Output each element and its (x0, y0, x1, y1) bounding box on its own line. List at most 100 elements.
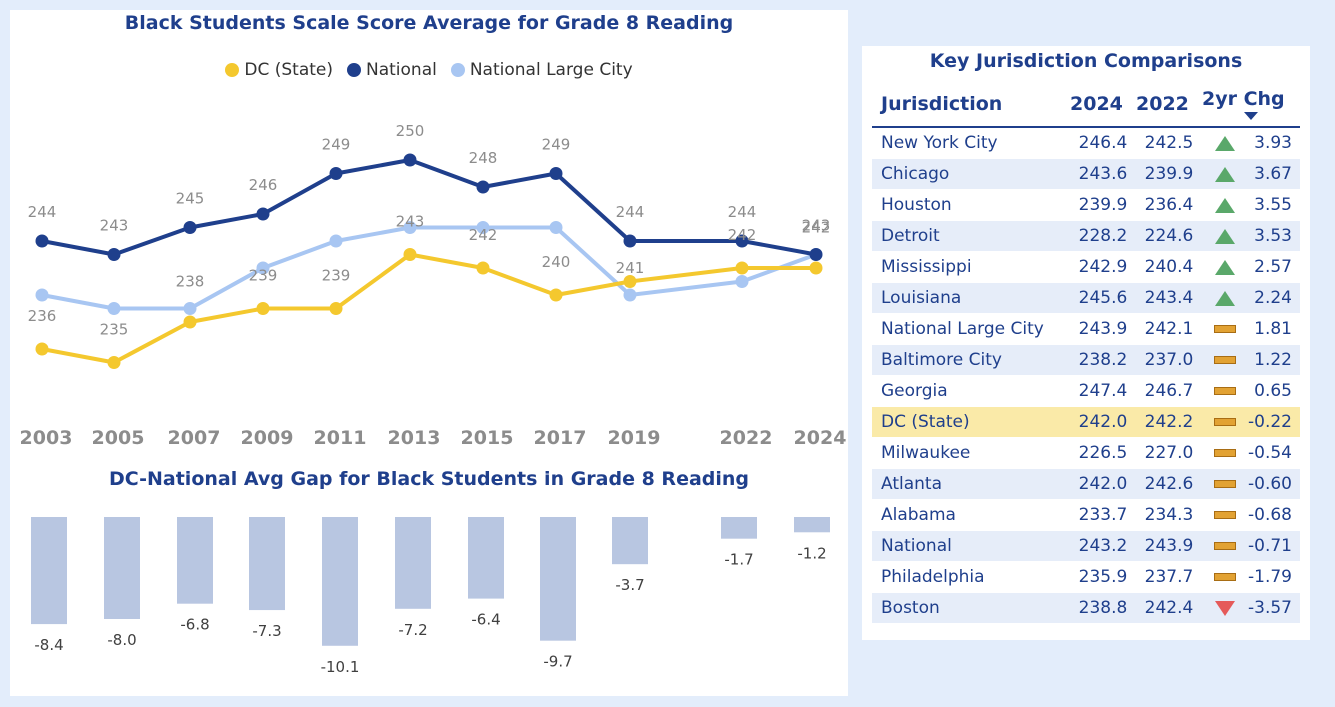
data-label-dc: 242 (728, 226, 757, 244)
table-row[interactable]: Detroit 228.2 224.6 3.53 (872, 220, 1300, 252)
data-label-national: 250 (396, 122, 425, 140)
cell-2024: 243.2 (1070, 530, 1136, 562)
cell-2024: 226.5 (1070, 437, 1136, 469)
table-row[interactable]: New York City 246.4 242.5 3.93 (872, 127, 1300, 159)
data-point-large-city (256, 261, 270, 275)
x-tick-label: 2009 (241, 427, 294, 449)
header-2yr-chg-label: 2yr Chg (1202, 88, 1285, 110)
data-label-national: 244 (728, 203, 757, 221)
table-row[interactable]: Milwaukee 226.5 227.0 -0.54 (872, 437, 1300, 469)
data-label-dc: 240 (542, 253, 571, 271)
trend-up-icon (1215, 197, 1235, 213)
table-row[interactable]: Houston 239.9 236.4 3.55 (872, 189, 1300, 221)
legend-label-large-city: National Large City (469, 60, 633, 80)
data-label-large-city: 238 (176, 273, 205, 291)
data-label-dc: 236 (28, 307, 57, 325)
data-label-large-city: 242 (802, 219, 831, 237)
trend-flat-icon (1214, 418, 1236, 426)
cell-2yr-chg-value: -0.68 (1248, 505, 1292, 525)
cell-jurisdiction: DC (State) (872, 406, 1070, 438)
data-point-national (549, 167, 563, 180)
cell-2024: 238.2 (1070, 344, 1136, 376)
gap-bar (395, 517, 431, 609)
gap-bar (104, 517, 140, 619)
data-point-national (256, 207, 270, 221)
cell-2yr-chg-value: -0.71 (1248, 536, 1292, 556)
cell-2yr-chg: -0.68 (1202, 499, 1300, 531)
cell-2024: 243.9 (1070, 313, 1136, 345)
gap-bar (322, 517, 358, 646)
gap-bar (249, 517, 285, 611)
cell-2022: 236.4 (1136, 189, 1202, 221)
cell-2yr-chg-value: 3.53 (1254, 226, 1292, 246)
table-row[interactable]: Boston 238.8 242.4 -3.57 (872, 592, 1300, 624)
cell-2yr-chg: 3.53 (1202, 220, 1300, 252)
data-point-national (623, 234, 637, 248)
gap-value-label: -3.7 (615, 576, 644, 594)
data-label-dc: 242 (469, 226, 498, 244)
table-row[interactable]: National Large City 243.9 242.1 1.81 (872, 313, 1300, 345)
gap-chart-title: DC-National Avg Gap for Black Students i… (108, 468, 750, 490)
table-row[interactable]: National 243.2 243.9 -0.71 (872, 530, 1300, 562)
cell-2yr-chg-value: -0.54 (1248, 443, 1292, 463)
data-label-dc: 239 (249, 267, 278, 285)
cell-2yr-chg-value: -0.22 (1248, 412, 1292, 432)
data-point-large-city (183, 302, 197, 315)
table-body: New York City 246.4 242.5 3.93 Chicago 243.6 2… (872, 127, 1300, 624)
data-point-dc (403, 248, 417, 261)
data-label-national: 244 (28, 203, 57, 221)
table-row[interactable]: Atlanta 242.0 242.6 -0.60 (872, 468, 1300, 500)
x-tick-label: 2017 (534, 427, 587, 449)
cell-jurisdiction: Georgia (872, 375, 1070, 407)
sort-descending-icon[interactable] (1244, 112, 1258, 120)
trend-up-icon (1215, 135, 1235, 151)
cell-2yr-chg: -0.54 (1202, 437, 1300, 469)
table-row[interactable]: Georgia 247.4 246.7 0.65 (872, 375, 1300, 407)
x-tick-label: 2005 (92, 427, 145, 449)
gap-bar (721, 517, 757, 539)
table-header-row: Jurisdiction 2024 2022 2yr Chg (872, 82, 1300, 128)
header-jurisdiction[interactable]: Jurisdiction (872, 82, 1070, 128)
legend-label-national: National (366, 60, 437, 80)
line-chart-panel: Black Students Scale Score Average for G… (10, 10, 848, 458)
data-point-large-city (107, 302, 121, 315)
cell-2024: 243.6 (1070, 158, 1136, 190)
table-row[interactable]: Philadelphia 235.9 237.7 -1.79 (872, 561, 1300, 593)
gap-value-label: -6.4 (471, 611, 500, 629)
gap-value-label: -9.7 (543, 653, 572, 671)
header-2yr-chg[interactable]: 2yr Chg (1202, 82, 1300, 128)
data-label-national: 245 (176, 190, 205, 208)
cell-2022: 240.4 (1136, 251, 1202, 283)
cell-jurisdiction: National (872, 530, 1070, 562)
table-row[interactable]: Baltimore City 238.2 237.0 1.22 (872, 344, 1300, 376)
gap-value-label: -8.4 (34, 636, 63, 654)
cell-2024: 242.0 (1070, 468, 1136, 500)
cell-2yr-chg: -0.71 (1202, 530, 1300, 562)
data-point-dc (735, 261, 749, 275)
table-row[interactable]: Alabama 233.7 234.3 -0.68 (872, 499, 1300, 531)
data-label-national: 248 (469, 149, 498, 167)
header-2022[interactable]: 2022 (1136, 82, 1202, 128)
cell-2024: 242.9 (1070, 251, 1136, 283)
table-row[interactable]: DC (State) 242.0 242.2 -0.22 (872, 406, 1300, 438)
data-point-large-city (476, 221, 490, 234)
cell-jurisdiction: New York City (872, 127, 1070, 159)
trend-up-icon (1215, 259, 1235, 275)
cell-2022: 242.4 (1136, 592, 1202, 624)
cell-2yr-chg: 1.81 (1202, 313, 1300, 345)
cell-2022: 234.3 (1136, 499, 1202, 531)
header-2024[interactable]: 2024 (1070, 82, 1136, 128)
table-row[interactable]: Chicago 243.6 239.9 3.67 (872, 158, 1300, 190)
trend-flat-icon (1214, 356, 1236, 364)
data-point-dc (809, 261, 823, 275)
table-row[interactable]: Louisiana 245.6 243.4 2.24 (872, 282, 1300, 314)
gap-bar (540, 517, 576, 641)
data-point-national (183, 221, 197, 234)
table-row[interactable]: Mississippi 242.9 240.4 2.57 (872, 251, 1300, 283)
cell-jurisdiction: National Large City (872, 313, 1070, 345)
cell-2yr-chg-value: -0.60 (1248, 474, 1292, 494)
cell-2yr-chg: -0.22 (1202, 406, 1300, 438)
data-point-national (403, 153, 417, 167)
data-point-national (35, 234, 49, 248)
